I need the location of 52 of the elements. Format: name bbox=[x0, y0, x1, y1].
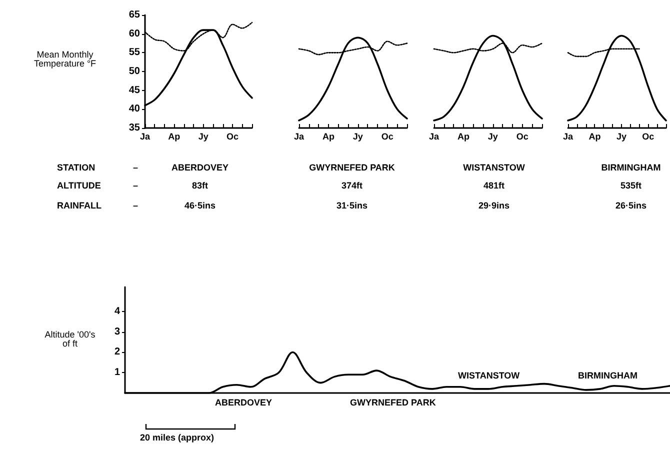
y-tick-label: 4 bbox=[114, 306, 120, 317]
x-tick-label: Ja bbox=[562, 132, 574, 142]
text: 535ft bbox=[620, 180, 642, 190]
y-tick-label: 2 bbox=[114, 346, 120, 358]
y-tick-label: 60 bbox=[128, 28, 140, 40]
text: 83ft bbox=[192, 180, 208, 190]
y-tick-label: 35 bbox=[128, 122, 140, 134]
text: ABERDOVEY bbox=[171, 162, 229, 172]
text: 26·5ins bbox=[615, 200, 647, 210]
y-tick-label: 40 bbox=[128, 104, 140, 115]
text: 29·9ins bbox=[478, 200, 510, 210]
text: 20 miles (approx) bbox=[140, 432, 214, 442]
text: 374ft bbox=[341, 180, 363, 190]
text: GWYRNEFED PARK bbox=[350, 398, 436, 408]
text: 31·5ins bbox=[336, 200, 368, 210]
text: WISTANSTOW bbox=[463, 162, 526, 172]
x-tick-label: Ja bbox=[294, 132, 305, 142]
x-tick-label: Ja bbox=[428, 132, 440, 142]
x-tick-label: Jy bbox=[352, 132, 363, 142]
text: – bbox=[133, 200, 138, 210]
x-tick-label: Ja bbox=[140, 132, 151, 142]
text: BIRMINGHAM bbox=[601, 162, 661, 172]
x-tick-label: Ap bbox=[322, 132, 335, 142]
x-tick-label: Oc bbox=[381, 132, 394, 142]
x-tick-label: Ap bbox=[588, 132, 602, 142]
annotation: WISTANSTOW bbox=[458, 370, 520, 380]
text: 481ft bbox=[483, 180, 505, 190]
annotation: BIRMINGHAM bbox=[578, 370, 638, 380]
text: GWYRNEFED PARK bbox=[309, 162, 396, 172]
y-tick-label: 65 bbox=[128, 10, 140, 20]
text: RAINFALL bbox=[57, 200, 102, 210]
y-tick-label: 45 bbox=[128, 84, 140, 96]
y-tick-label: 55 bbox=[128, 47, 140, 58]
text: ABERDOVEY bbox=[215, 398, 272, 408]
x-tick-label: Oc bbox=[226, 132, 239, 142]
x-tick-label: Ap bbox=[168, 132, 181, 142]
x-tick-label: Oc bbox=[642, 132, 654, 142]
x-tick-label: Oc bbox=[516, 132, 528, 142]
x-tick-label: Ap bbox=[457, 132, 470, 142]
text: ALTITUDE bbox=[57, 180, 101, 190]
text: – bbox=[133, 180, 138, 190]
y-tick-label: 1 bbox=[114, 367, 120, 378]
y-tick-label: 50 bbox=[128, 66, 140, 77]
y-tick-label: 3 bbox=[114, 326, 120, 338]
y-axis-title: Mean Monthly Temperature °F bbox=[34, 50, 97, 68]
text: STATION bbox=[57, 162, 96, 172]
text: 46·5ins bbox=[184, 200, 216, 210]
x-tick-label: Jy bbox=[488, 132, 498, 142]
text: – bbox=[133, 162, 138, 172]
y-axis-title: Altitude '00's of ft bbox=[44, 330, 96, 348]
x-tick-label: Jy bbox=[616, 132, 626, 142]
x-tick-label: Jy bbox=[198, 132, 208, 142]
